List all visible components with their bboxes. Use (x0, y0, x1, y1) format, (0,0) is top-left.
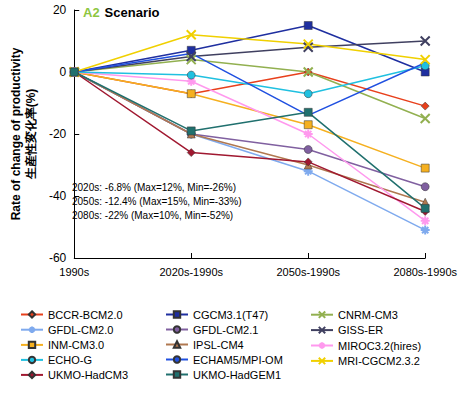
svg-text:ECHO-G: ECHO-G (48, 354, 92, 366)
svg-text:1990s: 1990s (59, 266, 89, 278)
svg-text:Scenario: Scenario (105, 5, 160, 20)
svg-text:UKMO-HadGEM1: UKMO-HadGEM1 (193, 369, 281, 381)
svg-text:2050s: -12.4% (Max=15%, Min=-3: 2050s: -12.4% (Max=15%, Min=-33%) (72, 196, 242, 207)
svg-text:GFDL-CM2.0: GFDL-CM2.0 (48, 324, 113, 336)
svg-text:UKMO-HadCM3: UKMO-HadCM3 (48, 369, 128, 381)
svg-text:MIROC3.2(hires): MIROC3.2(hires) (338, 340, 421, 352)
svg-text:0: 0 (60, 65, 67, 79)
svg-text:2050s-1990s: 2050s-1990s (276, 266, 340, 278)
svg-text:CGCM3.1(T47): CGCM3.1(T47) (193, 309, 268, 321)
svg-text:Rate of change of productivity: Rate of change of productivity (9, 47, 23, 220)
svg-text:-20: -20 (49, 127, 67, 141)
svg-text:2080s-1990s: 2080s-1990s (393, 266, 457, 278)
svg-text:生産性変化率(%): 生産性変化率(%) (24, 89, 38, 181)
svg-text:GISS-ER: GISS-ER (338, 324, 383, 336)
svg-text:CNRM-CM3: CNRM-CM3 (338, 309, 398, 321)
svg-text:ECHAM5/MPI-OM: ECHAM5/MPI-OM (193, 354, 283, 366)
svg-text:A2: A2 (83, 5, 100, 20)
svg-text:GFDL-CM2.1: GFDL-CM2.1 (193, 324, 258, 336)
svg-text:20: 20 (53, 3, 67, 17)
svg-text:MRI-CGCM2.3.2: MRI-CGCM2.3.2 (338, 355, 420, 367)
svg-text:BCCR-BCM2.0: BCCR-BCM2.0 (48, 309, 123, 321)
svg-text:IPSL-CM4: IPSL-CM4 (193, 339, 244, 351)
svg-text:-60: -60 (49, 251, 67, 265)
svg-text:INM-CM3.0: INM-CM3.0 (48, 339, 104, 351)
svg-text:2080s: -22% (Max=10%, Min=-52%: 2080s: -22% (Max=10%, Min=-52%) (72, 210, 233, 221)
svg-text:2020s-1990s: 2020s-1990s (159, 266, 223, 278)
svg-text:-40: -40 (49, 189, 67, 203)
svg-text:2020s: -6.8% (Max=12%, Min=-26: 2020s: -6.8% (Max=12%, Min=-26%) (72, 182, 236, 193)
